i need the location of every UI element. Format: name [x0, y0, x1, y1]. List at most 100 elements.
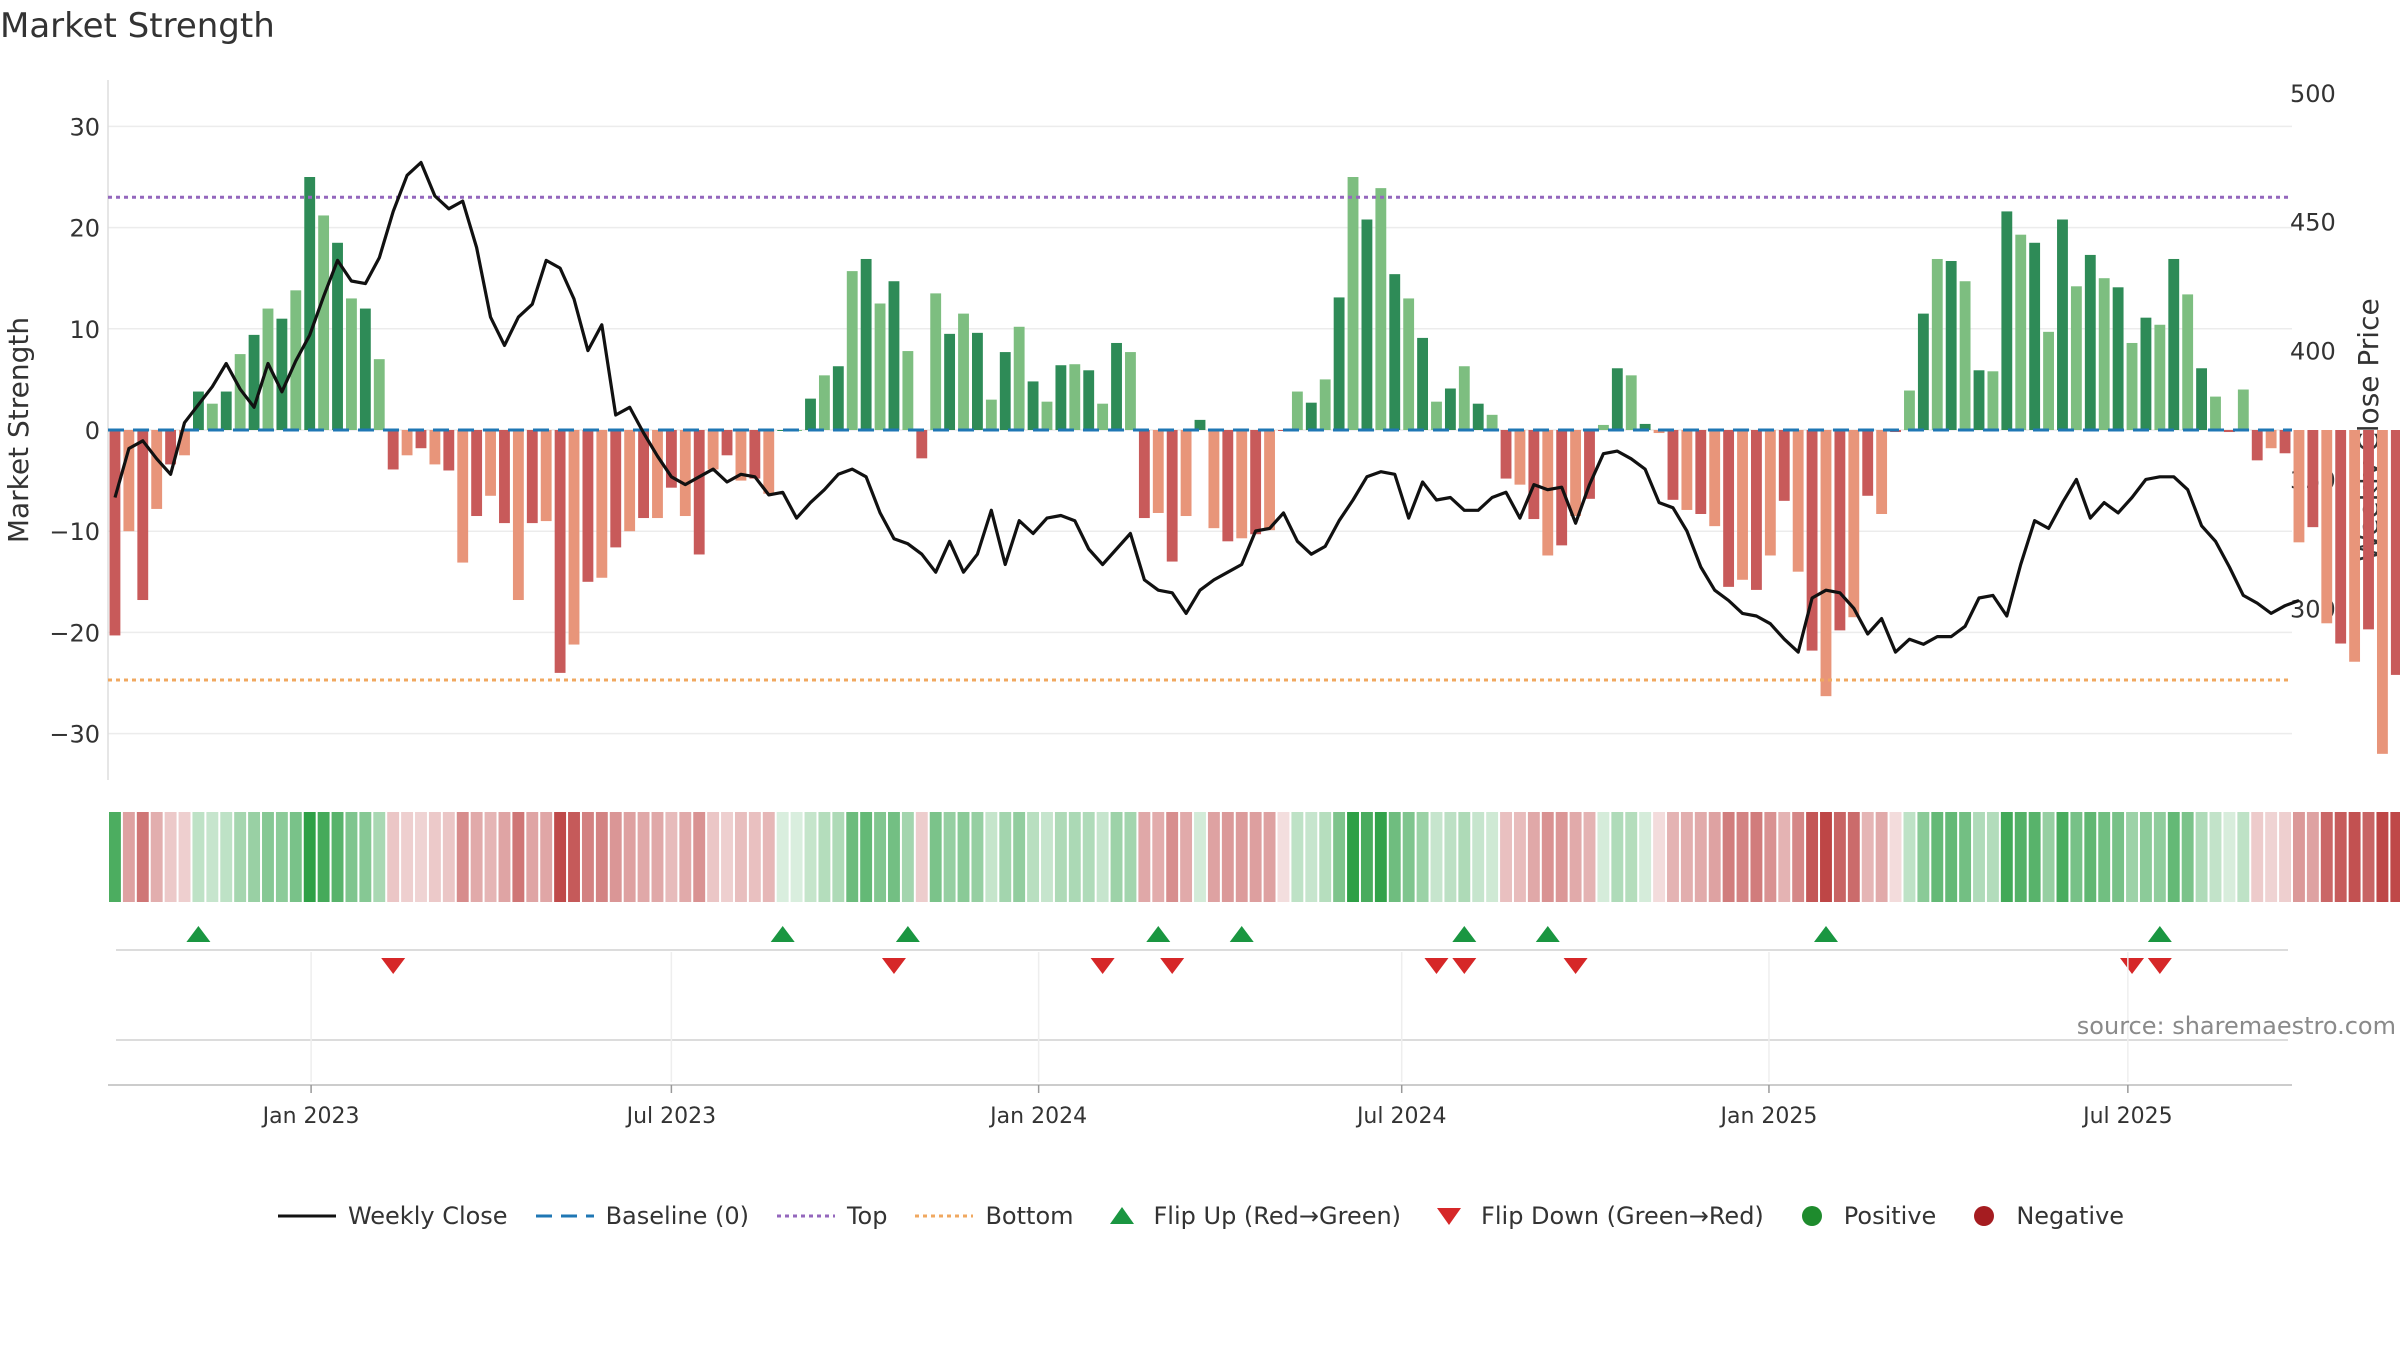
bar-positive [206, 403, 218, 430]
dotted-line-swatch-icon [776, 1214, 835, 1218]
heat-cell [1444, 812, 1457, 902]
bar-positive [304, 177, 316, 430]
bar-positive [1945, 260, 1957, 430]
bar-positive [1194, 419, 1206, 430]
heat-cell [1959, 812, 1972, 902]
heat-cell [651, 812, 664, 902]
bar-positive [818, 375, 830, 430]
heat-cell [359, 812, 372, 902]
heat-cell [1096, 812, 1109, 902]
bar-negative [499, 430, 510, 524]
bar-positive [2196, 368, 2208, 430]
bar-negative [735, 430, 747, 481]
legend-item-positive[interactable]: Positive [1790, 1202, 1936, 1230]
heat-cell [136, 812, 149, 902]
heat-cell [1207, 812, 1220, 902]
heat-cell [373, 812, 386, 902]
bar-negative [2376, 430, 2388, 754]
heat-cell [2139, 812, 2152, 902]
x-tick-label: Jan 2025 [1718, 1104, 1817, 1129]
heat-cell [1597, 812, 1610, 902]
bar-positive [1486, 414, 1498, 430]
heat-cell [1500, 812, 1512, 902]
legend-item-baseline[interactable]: Baseline (0) [534, 1202, 749, 1230]
x-axis: Jan 2023 Jul 2023 Jan 2024 Jul 2024 Jan 2025… [108, 952, 2292, 1129]
y-tick-label: 0 [85, 417, 100, 445]
heat-cell [1513, 812, 1526, 902]
heat-cell [762, 812, 775, 902]
flip-down-marker [381, 958, 406, 974]
x-tick-label: Jul 2024 [1355, 1104, 1447, 1129]
bar-positive [1333, 297, 1345, 430]
bar-negative [1264, 430, 1275, 531]
heat-cell [1694, 812, 1707, 902]
y-right-tick-label: 400 [2290, 338, 2336, 366]
heat-cell [2390, 812, 2400, 902]
heat-cell [1291, 812, 1304, 902]
heat-cell [1013, 812, 1026, 902]
bar-negative [1542, 430, 1554, 556]
heat-cell [1027, 812, 1040, 902]
heat-cell [929, 812, 942, 902]
heat-cell [401, 812, 414, 902]
heat-cell [1152, 812, 1165, 902]
bar-negative [179, 430, 190, 456]
legend-item-close[interactable]: Weekly Close [276, 1202, 508, 1230]
bar-positive [888, 281, 900, 430]
legend-item-flip-up[interactable]: Flip Up (Red→Green) [1100, 1202, 1401, 1230]
bar-positive [1305, 402, 1317, 430]
x-tick-label: Jul 2025 [2081, 1104, 2173, 1129]
bar-negative [1208, 430, 1220, 529]
heat-cell [1305, 812, 1318, 902]
legend-item-bottom[interactable]: Bottom [913, 1202, 1074, 1230]
legend-item-flip-down[interactable]: Flip Down (Green→Red) [1427, 1202, 1764, 1230]
bar-positive [805, 398, 816, 430]
bar-positive [2084, 254, 2096, 430]
bar-positive [1069, 364, 1081, 430]
bar-negative [1834, 430, 1846, 631]
bar-negative [1709, 430, 1721, 527]
flip-markers [116, 926, 2288, 1041]
y-axis-title: Market Strength [2, 317, 35, 543]
bar-negative [1723, 430, 1735, 587]
heat-cell [526, 812, 539, 902]
heat-cell [1054, 812, 1067, 902]
bar-negative [763, 430, 775, 494]
heat-cell [2265, 812, 2278, 902]
triangle-up-icon [1109, 1207, 1134, 1224]
bar-positive [2126, 342, 2138, 430]
bar-positive [1125, 352, 1136, 430]
bar-negative [721, 430, 733, 456]
bar-positive [2237, 389, 2249, 430]
y-right-tick-label: 500 [2290, 80, 2336, 108]
heat-cell [289, 812, 302, 902]
heat-cell [1680, 812, 1693, 902]
heat-cell [1416, 812, 1429, 902]
heat-cell [1931, 812, 1944, 902]
bar-negative [1862, 430, 1874, 496]
heat-cell [1235, 812, 1248, 902]
chart-title: Market Strength [0, 6, 275, 46]
x-tick-label: Jan 2024 [988, 1104, 1087, 1129]
heat-cell [275, 812, 288, 902]
bar-positive [1375, 188, 1387, 430]
bar-negative [665, 430, 677, 488]
legend-item-negative[interactable]: Negative [1962, 1202, 2124, 1230]
heat-cell [554, 812, 567, 902]
heat-cell [888, 812, 900, 902]
bar-positive [1111, 342, 1122, 430]
heat-cell [1889, 812, 1902, 902]
heat-cell [1653, 812, 1666, 902]
weekly-close-line [113, 160, 2300, 654]
heat-cell [1736, 812, 1749, 902]
heat-cell [915, 812, 928, 902]
bar-negative [1514, 430, 1526, 485]
bar-positive [332, 242, 343, 430]
heat-cell [581, 812, 594, 902]
legend-item-top[interactable]: Top [775, 1202, 887, 1230]
bar-positive [1973, 370, 1985, 430]
y-tick-label: −20 [49, 619, 100, 647]
flip-up-marker [186, 926, 211, 942]
heat-cell [1527, 812, 1540, 902]
bar-positive [846, 271, 858, 430]
